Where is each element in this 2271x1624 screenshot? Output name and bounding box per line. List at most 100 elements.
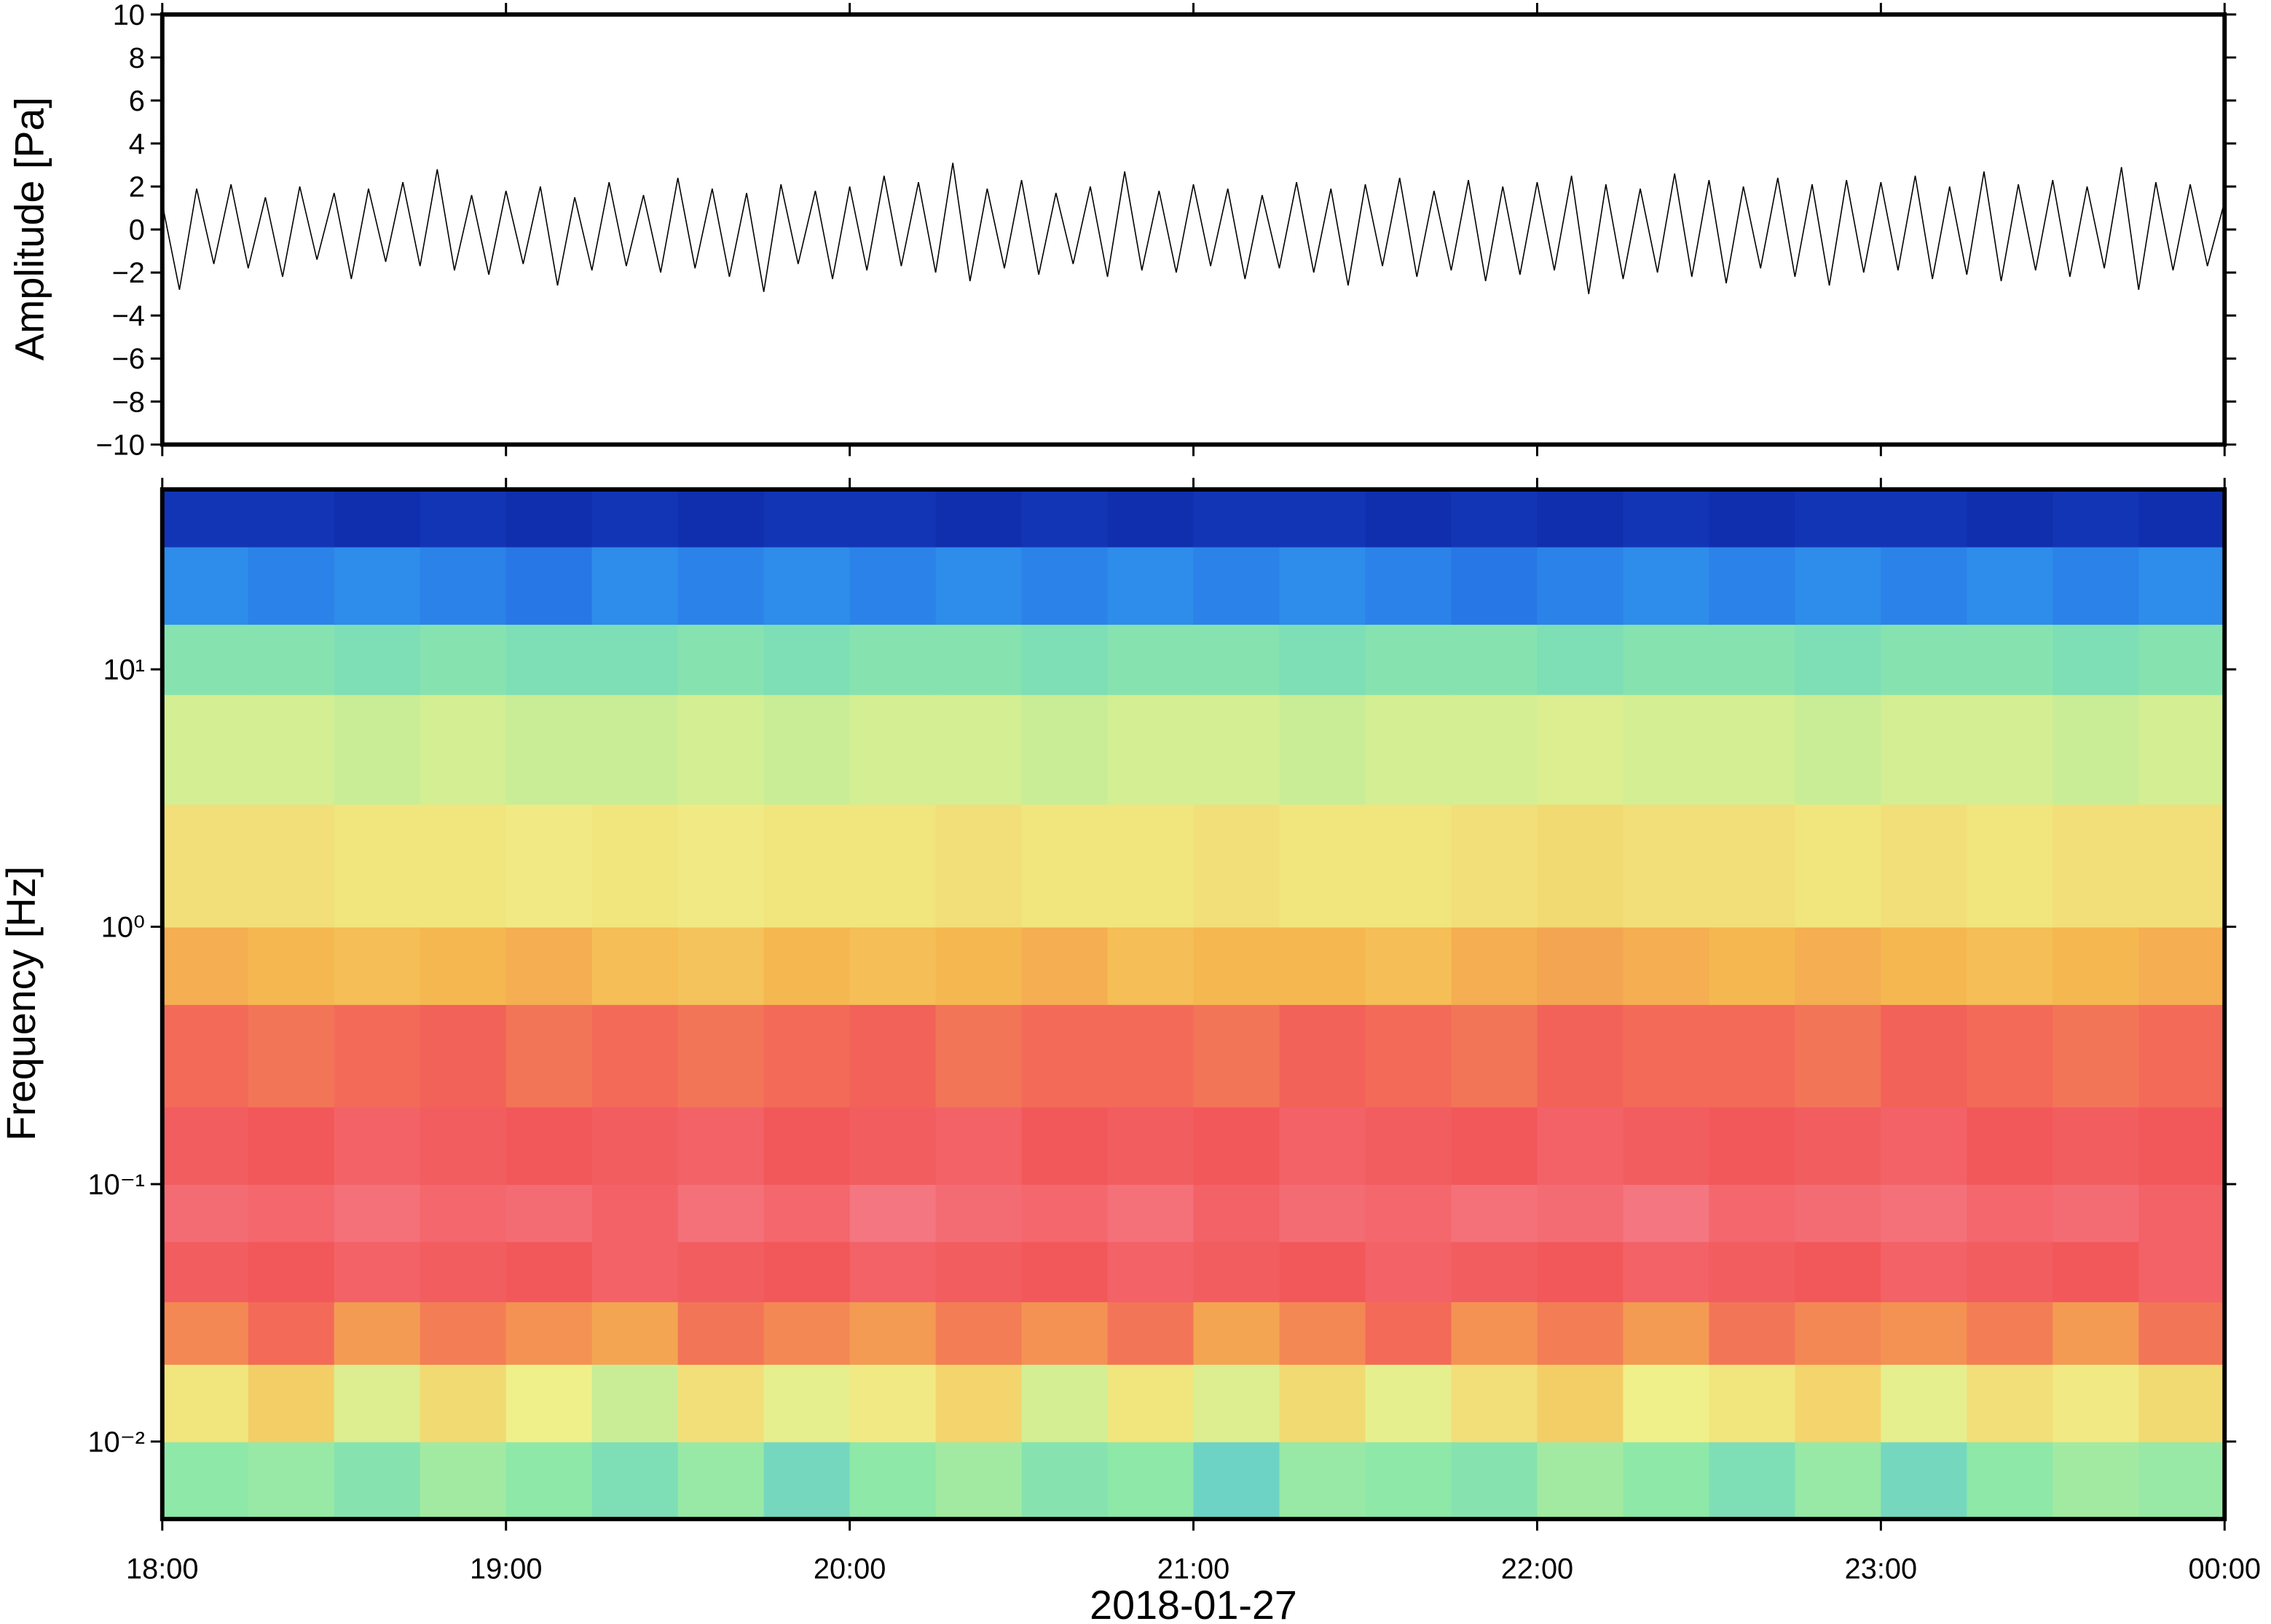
heat-cell xyxy=(334,1184,421,1242)
heat-cell xyxy=(162,1241,249,1303)
heat-cell xyxy=(1193,1364,1280,1443)
heat-cell xyxy=(1451,694,1538,805)
y-axis-label: Amplitude [Pa] xyxy=(7,97,52,360)
heat-cell xyxy=(1709,623,1796,695)
heat-cell xyxy=(763,1241,851,1303)
heat-cell xyxy=(1967,1004,2054,1108)
heat-cell xyxy=(1967,1184,2054,1242)
heat-cell xyxy=(591,1301,679,1365)
heat-cell xyxy=(248,1106,335,1185)
heat-cell xyxy=(1623,694,1710,805)
heat-cell xyxy=(162,1364,249,1443)
heat-cell xyxy=(1107,1241,1194,1303)
heat-cell xyxy=(162,546,249,625)
heat-cell xyxy=(505,1364,593,1443)
heat-cell xyxy=(763,1301,851,1365)
heat-cell xyxy=(935,623,1023,695)
heat-cell xyxy=(1279,1301,1366,1365)
y-axis-label: Frequency [Hz] xyxy=(0,866,44,1140)
heat-cell xyxy=(935,1301,1023,1365)
heat-cell xyxy=(1451,546,1538,625)
heat-cell xyxy=(1623,803,1710,928)
heat-cell xyxy=(1193,1301,1280,1365)
heat-cell xyxy=(1709,1441,1796,1520)
heat-cell xyxy=(1021,1241,1109,1303)
heat-cell xyxy=(1021,1364,1109,1443)
heat-cell xyxy=(420,1241,507,1303)
heat-cell xyxy=(248,1364,335,1443)
heat-cell xyxy=(1107,1301,1194,1365)
heat-cell xyxy=(935,926,1023,1005)
heat-cell xyxy=(1021,1004,1109,1108)
heat-cell xyxy=(248,803,335,928)
heat-cell xyxy=(2138,1364,2226,1443)
heat-cell xyxy=(505,694,593,805)
heat-cell xyxy=(1709,803,1796,928)
x-tick-label: 00:00 xyxy=(2189,1553,2261,1585)
heat-cell xyxy=(1623,1364,1710,1443)
heat-cell xyxy=(1451,489,1538,548)
heat-cell xyxy=(1279,623,1366,695)
x-tick-label: 21:00 xyxy=(1157,1553,1229,1585)
heat-cell xyxy=(505,623,593,695)
heat-cell xyxy=(2052,546,2140,625)
heat-cell xyxy=(1537,1301,1624,1365)
heat-cell xyxy=(2052,1241,2140,1303)
heat-cell xyxy=(505,489,593,548)
y-tick-label: 10¹ xyxy=(103,654,144,686)
heat-cell xyxy=(763,926,851,1005)
heat-cell xyxy=(1537,623,1624,695)
heat-cell xyxy=(935,803,1023,928)
heat-cell xyxy=(591,623,679,695)
heat-cell xyxy=(1193,623,1280,695)
y-tick-label: 8 xyxy=(129,42,145,74)
heat-cell xyxy=(763,1106,851,1185)
heat-cell xyxy=(1795,623,1882,695)
heat-cell xyxy=(677,546,765,625)
heat-cell xyxy=(763,546,851,625)
heat-cell xyxy=(1881,694,1968,805)
heat-cell xyxy=(248,1004,335,1108)
heat-cell xyxy=(420,623,507,695)
heat-cell xyxy=(1623,623,1710,695)
heat-cell xyxy=(1279,1241,1366,1303)
heat-cell xyxy=(334,1441,421,1520)
heat-cell xyxy=(1107,694,1194,805)
heat-cell xyxy=(1193,803,1280,928)
heat-cell xyxy=(1967,623,2054,695)
heat-cell xyxy=(2138,546,2226,625)
heat-cell xyxy=(1881,489,1968,548)
heat-cell xyxy=(1107,1364,1194,1443)
heat-cell xyxy=(162,803,249,928)
heat-cell xyxy=(591,1241,679,1303)
heat-cell xyxy=(248,1241,335,1303)
heat-cell xyxy=(1537,694,1624,805)
heat-cell xyxy=(1021,803,1109,928)
x-axis-label: 2018-01-27 xyxy=(1090,1582,1297,1624)
heat-cell xyxy=(1537,1364,1624,1443)
heat-cell xyxy=(677,1184,765,1242)
heat-cell xyxy=(2052,1301,2140,1365)
heat-cell xyxy=(1107,1106,1194,1185)
heat-cell xyxy=(505,546,593,625)
heat-cell xyxy=(591,694,679,805)
heat-cell xyxy=(505,1004,593,1108)
heat-cell xyxy=(2052,926,2140,1005)
heat-cell xyxy=(162,1184,249,1242)
heat-cell xyxy=(162,1004,249,1108)
heat-cell xyxy=(1451,1241,1538,1303)
heat-cell xyxy=(677,623,765,695)
heat-cell xyxy=(505,1301,593,1365)
heat-cell xyxy=(1881,1301,1968,1365)
heat-cell xyxy=(1537,1441,1624,1520)
heat-cell xyxy=(591,1364,679,1443)
heat-cell xyxy=(1537,1004,1624,1108)
heat-cell xyxy=(849,546,937,625)
heat-cell xyxy=(1795,1184,1882,1242)
heat-cell xyxy=(1967,1241,2054,1303)
x-tick-label: 18:00 xyxy=(126,1553,198,1585)
heat-cell xyxy=(1881,1364,1968,1443)
heat-cell xyxy=(2138,803,2226,928)
heat-cell xyxy=(2138,1301,2226,1365)
y-tick-label: −6 xyxy=(112,343,145,375)
